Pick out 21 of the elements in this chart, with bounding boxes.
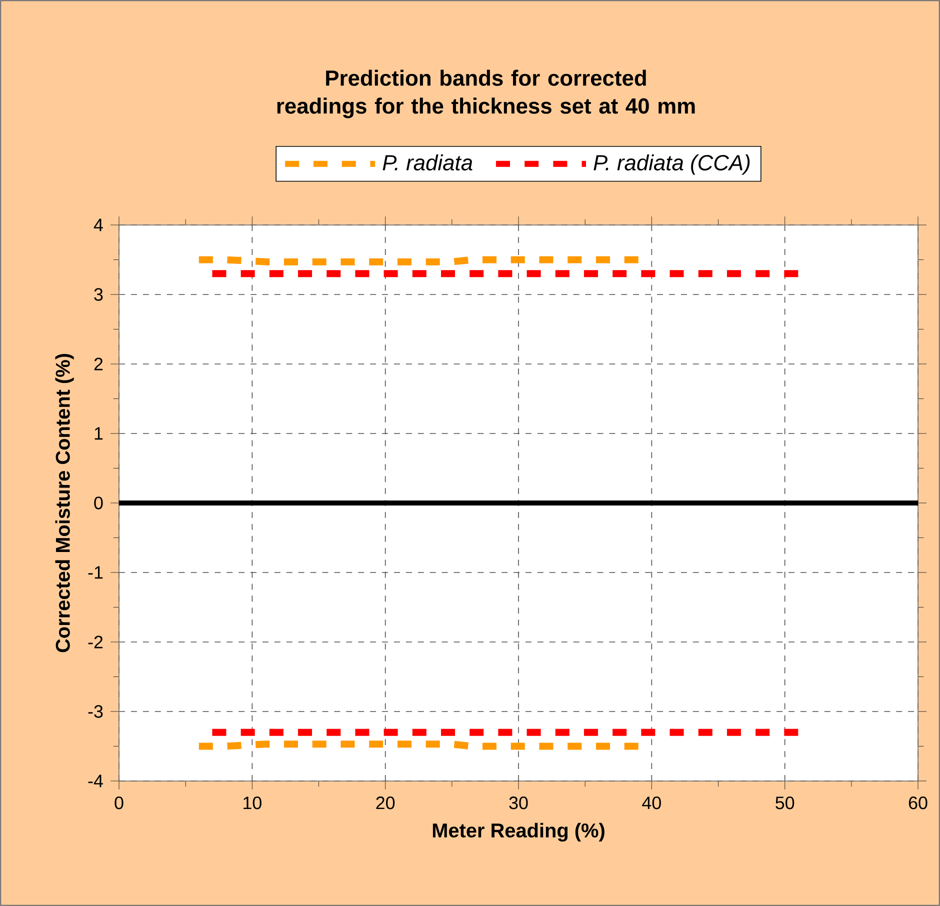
- x-tick-label: 30: [509, 796, 528, 810]
- x-tick-label: 60: [908, 796, 928, 810]
- y-tick-label: -2: [88, 636, 103, 648]
- y-tick-label: 0: [94, 496, 103, 510]
- legend-label: P. radiata: [382, 154, 472, 170]
- y-tick-label: -1: [88, 566, 103, 579]
- x-tick-label: 50: [776, 796, 794, 810]
- x-tick-label: 40: [642, 796, 661, 810]
- x-tick-label: 0: [114, 796, 124, 810]
- y-axis-title: Corrected Moisture Content (%): [55, 354, 74, 652]
- legend-label: P. radiata (CCA): [594, 154, 750, 175]
- y-tick-label: -3: [88, 705, 103, 718]
- y-tick-label: 3: [94, 288, 103, 301]
- x-axis-title: Meter Reading (%): [432, 822, 604, 842]
- x-tick-label: 10: [244, 796, 262, 810]
- chart-title: Prediction bands for corrected readings for the thickness set at 40 mm: [277, 70, 695, 118]
- y-tick-label: 4: [94, 218, 103, 232]
- y-tick-label: 1: [94, 427, 103, 440]
- y-tick-label: 2: [94, 358, 103, 370]
- x-tick-label: 20: [376, 796, 395, 810]
- y-tick-label: -4: [88, 774, 103, 788]
